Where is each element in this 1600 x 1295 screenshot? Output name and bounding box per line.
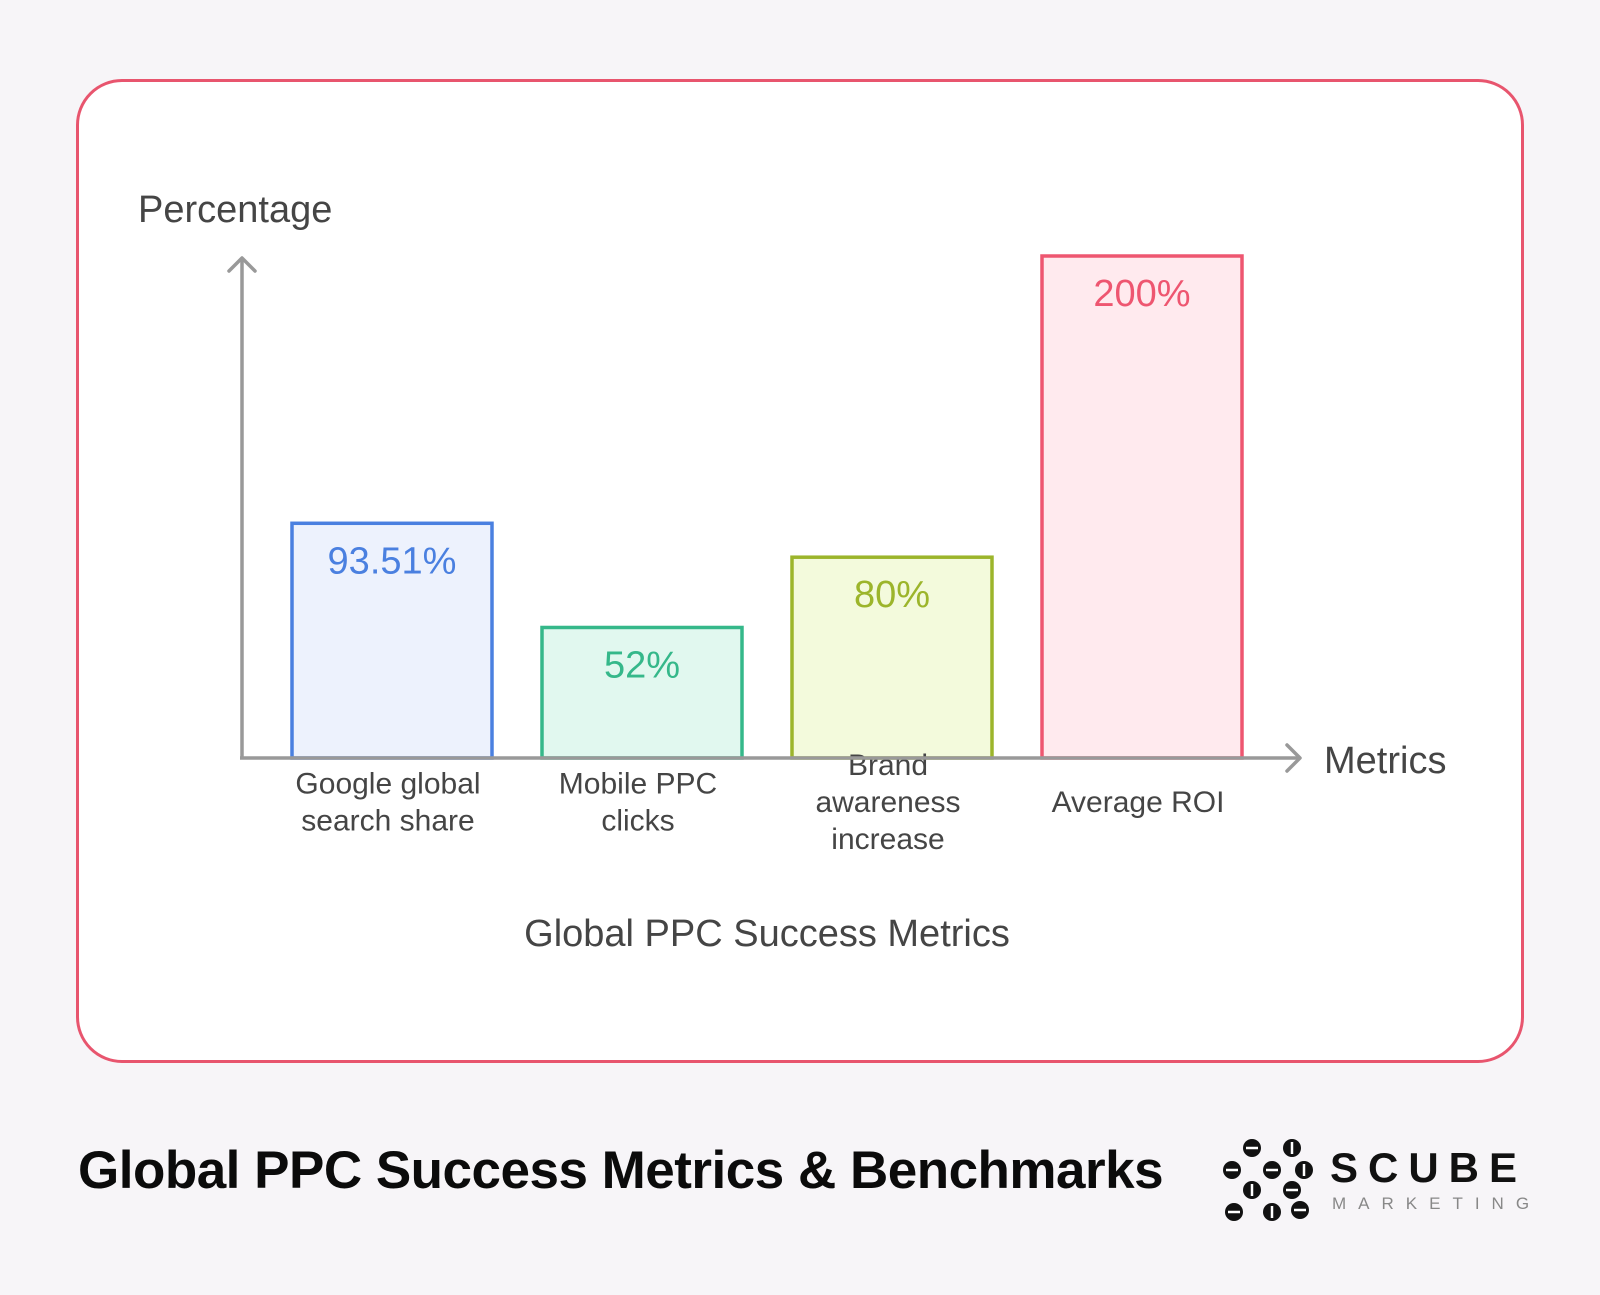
x-tick-label-3-line-3: increase [831,823,944,856]
bars-group: 93.51% Google global search share 52% Mobile… [290,254,1244,856]
x-tick-label-3-line-2: awareness [815,786,960,819]
y-axis-arrow-icon [227,256,257,273]
bar-3 [790,555,994,760]
x-tick-label-1-line-1: Google global [295,768,480,801]
chart-title: Global PPC Success Metrics [524,913,1010,955]
x-axis-arrow-icon [1285,743,1302,773]
brand-logo: SCUBE MARKETING [1222,1136,1529,1226]
y-axis-label: Percentage [138,189,332,231]
x-axis-label: Metrics [1324,740,1446,782]
x-tick-label-2-line-2: clicks [601,805,674,838]
x-tick-label-3-line-1: Brand [848,749,928,782]
footer-title: Global PPC Success Metrics & Benchmarks [78,1141,1164,1200]
x-tick-label-4-line-1: Average ROI [1052,786,1225,819]
axes-group [227,256,1302,773]
x-tick-label-1-line-2: search share [301,805,474,838]
bar-4 [1040,254,1244,760]
bar-value-label-2: 52% [604,644,680,686]
brand-name: SCUBE [1330,1144,1528,1191]
bar-value-label-3: 80% [854,574,930,616]
x-tick-label-2-line-1: Mobile PPC [559,768,717,801]
bar-value-label-4: 200% [1093,273,1190,315]
bar-value-label-1: 93.51% [328,540,457,582]
brand-subtitle: MARKETING [1332,1194,1542,1213]
bar-1 [290,521,494,760]
scube-dots-logo-icon [1223,1139,1313,1221]
